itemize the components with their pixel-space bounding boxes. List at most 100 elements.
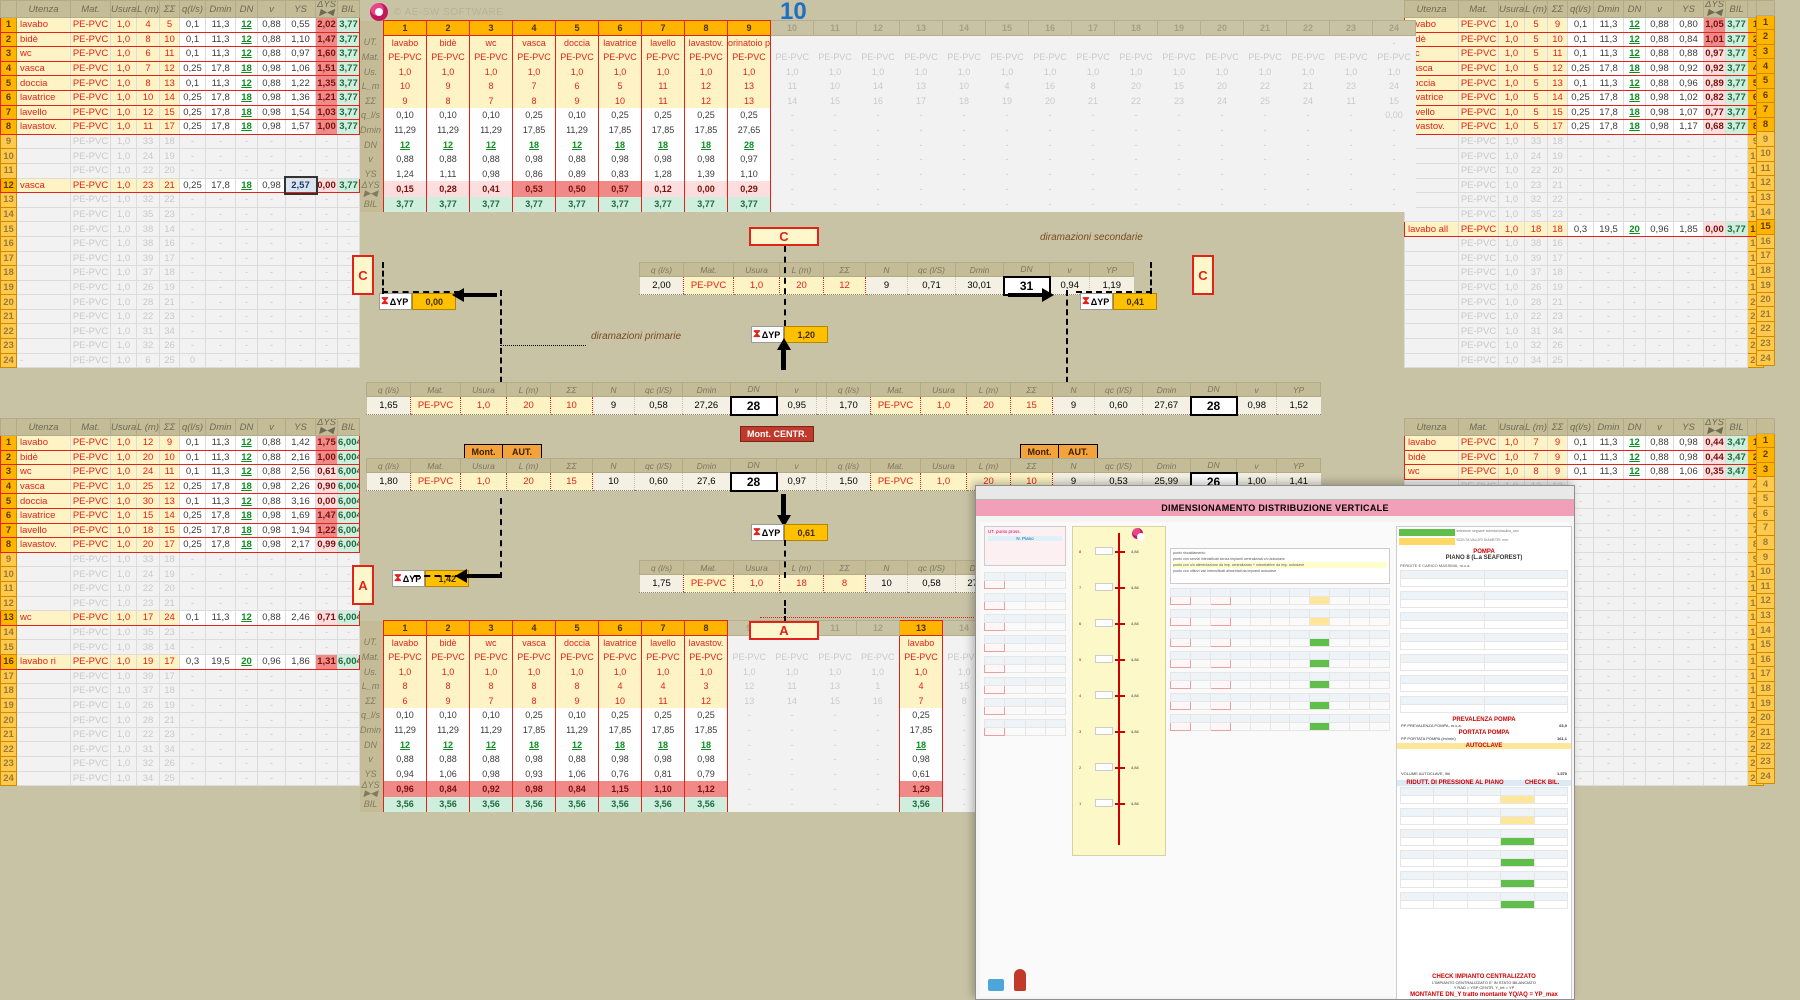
branch-cell-n[interactable]: 10 [865,574,908,593]
vtab-cell[interactable]: 0,88 [555,151,600,167]
branch-cell-n[interactable]: 10 [592,472,635,491]
table-row[interactable]: bidè PE-PVC 1,0 5 10 0,1 11,3 12 0,88 0,84 1,01 3,7… [1404,31,1764,48]
cell-mat[interactable]: PE-PVC [70,580,111,597]
vtab-cell[interactable]: 12 [684,693,729,709]
utenza-table-top-left[interactable]: Utenza Mat. Usura L (m) ΣΣ q(l/s) Dmin DN v YS ΔYS… [0,0,360,369]
vtab-cell[interactable]: 0,28 [426,181,471,198]
cell-usura[interactable]: 1,0 [110,507,137,524]
vtab-cell[interactable]: 3 [684,678,729,694]
cell-sigma[interactable]: 10 [159,31,180,48]
row-number[interactable]: 3 [0,46,17,62]
cell-usura[interactable]: 1,0 [110,75,137,91]
cell-sigma[interactable]: 25 [159,770,180,787]
vtab-cell[interactable]: 0,88 [383,751,428,767]
vtab-cell[interactable]: 0,88 [426,151,471,167]
vtab-cell[interactable]: 0,98 [598,151,643,167]
table-row[interactable]: 7 lavello PE-PVC 1,0 12 15 0,25 17,8 18 0,98 1,54 1… [0,104,360,121]
vtab-cell[interactable]: 24 [1200,93,1244,109]
branch-cell-mat[interactable]: PE-PVC [683,574,734,593]
overlay-data-row[interactable] [1400,570,1568,587]
vtab-cell[interactable]: PE-PVC [770,49,814,65]
vtab-cell[interactable]: PE-PVC [813,49,857,65]
cell-utenza[interactable] [16,624,71,641]
vtab-cell[interactable]: - [985,166,1029,182]
column-number[interactable]: 4 [512,20,557,36]
vtab-cell[interactable]: 11,29 [426,722,471,738]
vtab-cell[interactable]: PE-PVC [383,49,428,65]
branch-cell-mat[interactable]: PE-PVC [410,472,461,491]
cell-mat[interactable]: PE-PVC [70,17,111,33]
cell-utenza[interactable] [1404,308,1459,325]
vtab-cell[interactable]: 24 [1286,93,1330,109]
cell-sigma[interactable]: 17 [159,653,180,670]
overlay-data-row[interactable] [1400,612,1568,629]
cell-utenza[interactable]: doccia [16,493,71,509]
vtab-cell[interactable]: 1,0 [856,64,900,79]
cell-usura[interactable]: 1,0 [110,265,137,281]
vtab-cell[interactable]: 11 [770,78,814,94]
vtab-cell[interactable]: 1,0 [641,664,686,679]
vtab-cell[interactable]: 10 [598,693,643,709]
cell-utenza[interactable] [16,133,71,150]
cell-mat[interactable]: PE-PVC [1458,250,1499,267]
vtab-cell[interactable]: PE-PVC [555,649,600,665]
vtab-cell[interactable]: - [942,781,986,798]
vtab-cell[interactable]: 1,39 [684,166,729,182]
cell-usura[interactable]: 1,0 [1498,60,1525,77]
vtab-cell[interactable]: PE-PVC [856,49,900,65]
vtab-cell[interactable]: 0,84 [426,781,471,798]
table-row[interactable]: 22 PE-PVC 1,0 31 34- - - - - - - [0,323,360,340]
column-number[interactable]: 20 [1200,20,1245,36]
cell-sigma[interactable]: 20 [1547,162,1568,179]
overlay-data-row[interactable] [1400,654,1568,671]
table-top-right[interactable]: Utenza Mat. Usura L (m) ΣΣ q(l/s) Dmin DN v YS ΔYS… [1404,0,1764,369]
vtab-cell[interactable]: 18 [641,737,686,752]
row-number[interactable]: 24 [0,352,17,369]
row-number[interactable]: 24 [1756,768,1775,784]
vtab-cell[interactable]: 0,12 [641,181,686,198]
vtab-cell[interactable]: PE-PVC [1329,49,1373,65]
cell-usura[interactable]: 1,0 [110,697,137,714]
utenza-table-bottom-left[interactable]: Utenza Mat. Usura L (m) ΣΣ q(l/s) Dmin DN v YS ΔYS… [0,418,360,787]
vtab-cell[interactable]: - [942,122,986,138]
vtab-cell[interactable]: 17,85 [512,122,557,138]
vtab-cell[interactable]: 12 [426,737,471,752]
vtab-cell[interactable]: PE-PVC [1200,49,1244,65]
cell-usura[interactable]: 1,0 [110,435,137,451]
table-row[interactable]: 24- PE-PVC 1,0 6 25 0- - - - - - [0,352,360,369]
row-number[interactable]: 8 [1756,116,1775,133]
branch-cell-dn[interactable]: 28 [1189,395,1238,416]
table-row[interactable]: 20 PE-PVC 1,0 28 21- - - - - - - [0,712,360,728]
vtab-cell[interactable]: 24 [1372,78,1416,94]
cell-sigma[interactable]: 26 [159,338,180,354]
vtab-cell[interactable] [1157,35,1201,50]
cell-sigma[interactable]: 25 [159,352,180,369]
cell-mat[interactable]: PE-PVC [1458,352,1499,369]
vtab-cell[interactable]: - [985,108,1029,123]
row-number[interactable]: 13 [1756,607,1775,624]
row-number[interactable]: 10 [0,566,17,582]
vtab-cell[interactable]: PE-PVC [426,649,471,665]
cell-usura[interactable]: 1,0 [1498,338,1525,354]
table-row[interactable]: 3 wc PE-PVC 1,0 6 11 0,1 11,3 12 0,88 0,97 1,60 3,77 [0,46,360,62]
vtab-cell[interactable]: - [1329,108,1373,123]
row-number[interactable]: 15 [0,221,17,237]
vtab-cell[interactable]: 21 [1071,93,1115,109]
vtab-cell[interactable]: - [1243,137,1287,152]
vtab-cell[interactable]: 3,56 [512,797,557,812]
vtab-cell[interactable]: 18 [684,137,729,152]
vtab-cell[interactable]: - [813,137,857,152]
cell-length[interactable]: 18 [136,522,160,539]
vtab-cell[interactable]: PE-PVC [641,649,686,665]
cell-utenza[interactable] [16,323,71,340]
cell-usura[interactable]: 1,0 [110,148,137,164]
cell-utenza[interactable] [16,741,71,758]
cell-utenza[interactable]: lavabo ri [16,653,71,670]
vtab-cell[interactable]: 8 [512,693,557,709]
cell-sigma[interactable]: 23 [1547,206,1568,223]
table-row[interactable]: 15 PE-PVC 1,0 38 14- - - - - - - [0,221,360,237]
row-number[interactable]: 22 [0,323,17,340]
